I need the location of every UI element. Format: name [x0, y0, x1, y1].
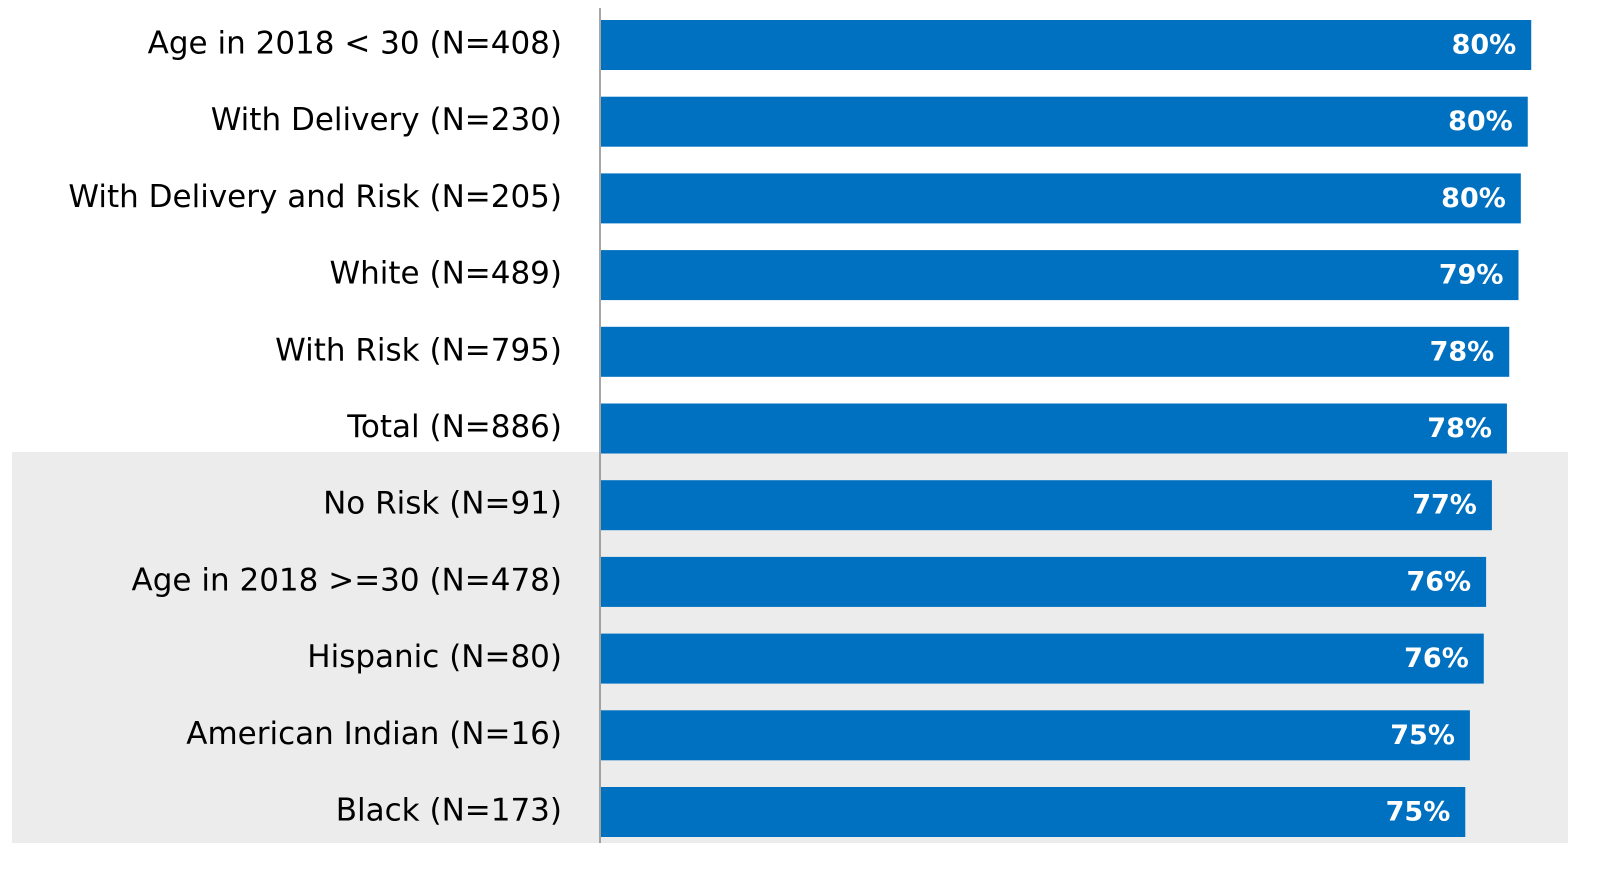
bar — [601, 480, 1492, 531]
category-label: White (N=489) — [329, 256, 562, 292]
bar — [601, 326, 1510, 377]
value-label: 78% — [1427, 413, 1492, 444]
bar — [601, 710, 1470, 761]
category-label: With Risk (N=795) — [275, 332, 562, 368]
value-label: 76% — [1406, 566, 1471, 597]
bar — [601, 96, 1528, 147]
category-label: Black (N=173) — [336, 793, 562, 829]
category-label: With Delivery and Risk (N=205) — [68, 179, 562, 215]
bar — [601, 173, 1521, 224]
bar — [601, 633, 1484, 684]
bar — [601, 250, 1519, 301]
value-label: 76% — [1404, 643, 1469, 674]
value-label: 80% — [1448, 106, 1513, 137]
value-label: 78% — [1430, 336, 1495, 367]
value-label: 75% — [1390, 720, 1455, 751]
value-label: 80% — [1441, 183, 1506, 214]
value-label: 75% — [1386, 797, 1451, 828]
category-label: Total (N=886) — [346, 409, 562, 445]
category-label: With Delivery (N=230) — [211, 102, 562, 138]
bar — [601, 20, 1532, 70]
value-label: 79% — [1439, 260, 1504, 291]
category-label: Age in 2018 < 30 (N=408) — [148, 26, 562, 62]
category-label: No Risk (N=91) — [323, 486, 562, 522]
bar — [601, 787, 1466, 837]
value-label: 80% — [1452, 30, 1517, 61]
bar — [601, 556, 1487, 607]
category-label: Age in 2018 >=30 (N=478) — [132, 562, 562, 598]
bar — [601, 403, 1507, 454]
category-label: Hispanic (N=80) — [307, 639, 562, 675]
value-label: 77% — [1412, 490, 1477, 521]
category-label: American Indian (N=16) — [186, 716, 562, 752]
